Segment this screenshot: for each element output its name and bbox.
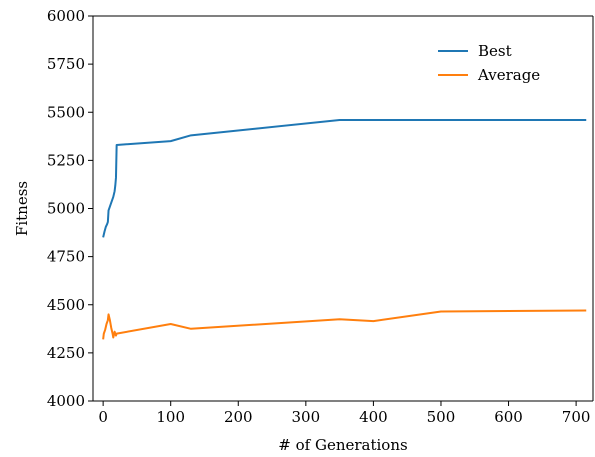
series-line-best — [102, 118, 587, 238]
x-tick-label: 300 — [292, 408, 321, 426]
y-tick-label: 4250 — [47, 344, 85, 362]
series-line-average — [102, 309, 587, 340]
series-layer — [102, 118, 587, 340]
y-tick-label: 4000 — [47, 392, 85, 410]
x-tick-label: 600 — [494, 408, 523, 426]
y-tick-label: 6000 — [47, 7, 85, 25]
x-tick-label: 700 — [562, 408, 591, 426]
legend: Best Average — [438, 42, 540, 84]
y-tick-label: 5750 — [47, 55, 85, 73]
y-tick-label: 4500 — [47, 296, 85, 314]
legend-label-average: Average — [477, 66, 540, 84]
y-axis-label: Fitness — [13, 181, 31, 236]
x-tick-label: 0 — [98, 408, 108, 426]
y-tick-label: 5000 — [47, 200, 85, 218]
x-tick-label: 100 — [156, 408, 185, 426]
y-tick-label: 5250 — [47, 151, 85, 169]
legend-label-best: Best — [478, 42, 512, 60]
x-tick-label: 400 — [359, 408, 388, 426]
y-tick-label: 4750 — [47, 248, 85, 266]
ticks-layer: 0 100 200 300 400 500 600 700 4000 4250 4500 4750 50… — [47, 7, 591, 426]
x-axis-label: # of Generations — [278, 436, 407, 454]
x-tick-label: 200 — [224, 408, 253, 426]
y-tick-label: 5500 — [47, 103, 85, 121]
labels-layer: # of Generations Fitness — [13, 181, 408, 454]
x-tick-label: 500 — [427, 408, 456, 426]
